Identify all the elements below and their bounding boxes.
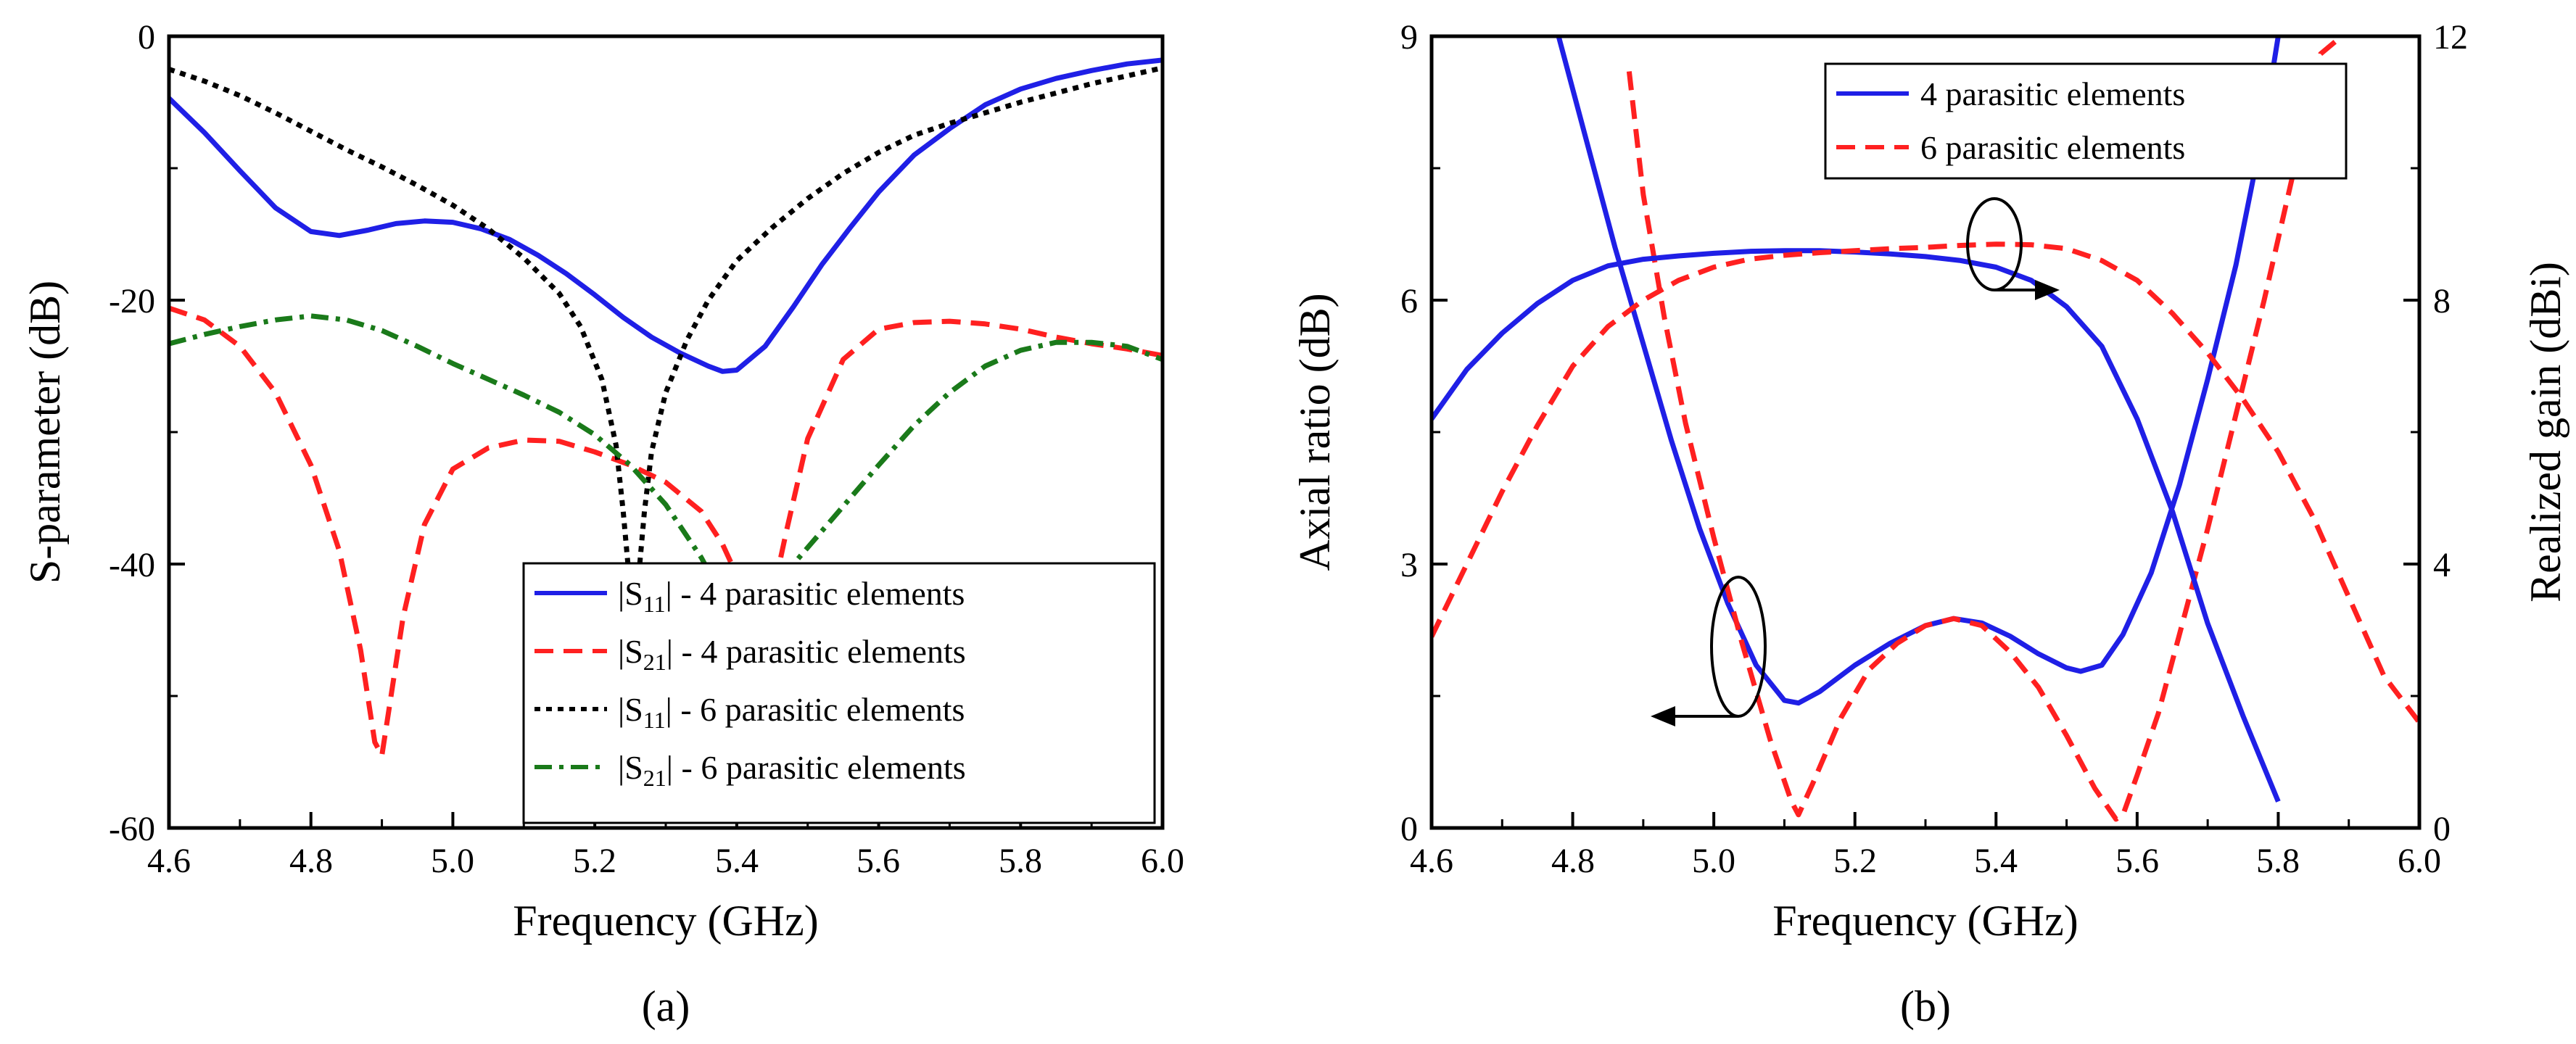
chart-b-series-line-3: [1432, 241, 2419, 724]
chart-a-panel-label: (a): [642, 982, 690, 1030]
chart-a-ytick-label: -20: [109, 282, 155, 320]
chart-b-legend-label-0: 4 parasitic elements: [1920, 75, 2185, 112]
chart-b-plot-frame: [1429, 34, 2422, 830]
chart-b-y2tick-label: 12: [2433, 18, 2468, 57]
chart-a-xtick-label: 6.0: [1141, 842, 1184, 880]
chart-b-y-axis-label: Axial ratio (dB): [1291, 293, 1339, 571]
chart-a-series-line-2: [169, 65, 1163, 633]
chart-b-series-line-0: [1556, 36, 2281, 706]
chart-a-xtick-label: 4.6: [147, 842, 191, 880]
chart-a-series-line-1: [169, 305, 1163, 758]
chart-a-series: [169, 57, 1163, 758]
chart-a-xtick-label: 4.8: [289, 842, 333, 880]
chart-b-legend-box: [1824, 62, 2348, 180]
chart-b-xtick-label: 5.2: [1833, 842, 1877, 880]
chart-a-xtick-label: 5.6: [856, 842, 900, 880]
chart-b-series-line-2: [1432, 248, 2281, 803]
chart-a-xtick-label: 5.8: [999, 842, 1042, 880]
chart-a-ytick-label: -60: [109, 810, 155, 848]
chart-b-series: [1432, 36, 2419, 822]
chart-a-legend: |S11| - 4 parasitic elements |S21| - 4 p…: [522, 562, 1156, 824]
chart-b-annotation-right-axis: [1966, 197, 2060, 300]
chart-b-ytick-label: 3: [1400, 546, 1418, 584]
chart-b-x-axis-label: Frequency (GHz): [1772, 897, 2078, 945]
chart-a-plot-frame: [167, 34, 1165, 830]
chart-a: 0 -20 -40 -60 4.6 4.8 5.0 5.2 5.4 5.6 5.…: [21, 18, 1184, 1030]
chart-b-xtick-label: 4.6: [1410, 842, 1453, 880]
chart-b-xtick-label: 5.0: [1692, 842, 1735, 880]
chart-b-xtick-label: 6.0: [2398, 842, 2441, 880]
chart-b-annotation-ellipse: [1710, 576, 1767, 718]
chart-a-legend-label-0: |S11| - 4 parasitic elements: [618, 575, 965, 617]
chart-b-legend: 4 parasitic elements 6 parasitic element…: [1824, 62, 2348, 180]
chart-a-y-axis-label: S-parameter (dB): [21, 281, 69, 584]
chart-a-x-axis-label: Frequency (GHz): [513, 897, 819, 945]
chart-b-series-line-1: [1626, 36, 2344, 822]
chart-b-annotation-arrow-head: [1651, 706, 1675, 726]
chart-a-ytick-label: -40: [109, 546, 155, 584]
chart-a-xtick-label: 5.2: [573, 842, 616, 880]
chart-b-xtick-label: 5.4: [1974, 842, 2018, 880]
chart-b-y2tick-label: 0: [2433, 810, 2451, 848]
chart-b-y2tick-label: 8: [2433, 282, 2451, 320]
chart-a-xtick-label: 5.4: [715, 842, 759, 880]
chart-a-xtick-label: 5.0: [431, 842, 474, 880]
chart-b-panel-label: (b): [1900, 982, 1951, 1030]
chart-b-ytick-label: 6: [1400, 282, 1418, 320]
chart-a-ytick-label: 0: [138, 18, 155, 57]
chart-b-annotation-left-axis: [1651, 576, 1767, 726]
chart-b-ytick-label: 9: [1400, 18, 1418, 57]
chart-a-series-line-0: [169, 57, 1163, 374]
chart-b-xtick-label: 5.6: [2115, 842, 2159, 880]
chart-b: 9 6 3 0 12 8 4 0 4.6 4.8 5.0 5.2 5.4 5.6…: [1291, 18, 2569, 1030]
chart-b-y2-axis-label: Realized gain (dBi): [2522, 262, 2569, 602]
chart-a-legend-label-1: |S21| - 4 parasitic elements: [618, 633, 966, 675]
chart-b-y2tick-label: 4: [2433, 546, 2451, 584]
chart-b-ytick-label: 0: [1400, 810, 1418, 848]
chart-b-xtick-label: 4.8: [1551, 842, 1595, 880]
chart-a-series-line-3: [169, 313, 1163, 626]
chart-a-legend-label-2: |S11| - 6 parasitic elements: [618, 691, 965, 733]
chart-b-legend-label-1: 6 parasitic elements: [1920, 129, 2185, 166]
chart-b-annotation-arrow-head: [2035, 280, 2060, 300]
chart-a-legend-box: [522, 562, 1156, 824]
chart-a-legend-label-3: |S21| - 6 parasitic elements: [618, 749, 966, 791]
chart-b-xtick-label: 5.8: [2256, 842, 2300, 880]
